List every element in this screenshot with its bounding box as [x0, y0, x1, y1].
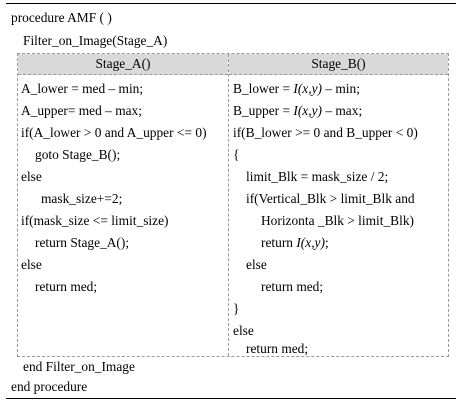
end-filter: end Filter_on_Image	[23, 359, 135, 374]
stage-b-line: return med;	[246, 341, 309, 356]
stage-b-line: return med;	[261, 279, 324, 294]
stage-a-line: A_upper= med – max;	[21, 103, 142, 118]
stage-table: Stage_A() Stage_B() A_lower = med – min;…	[17, 53, 449, 357]
stage-b-line: if(B_lower >= 0 and B_upper < 0)	[233, 125, 418, 140]
stage-a-header: Stage_A()	[18, 54, 228, 75]
stage-b-line: Horizonta _Blk > limit_Blk)	[261, 213, 414, 228]
stage-b-line: }	[233, 301, 240, 316]
stage-a-line: goto Stage_B();	[35, 147, 121, 162]
stage-a-line: if(mask_size <= limit_size)	[21, 213, 169, 228]
stage-a-line: else	[21, 169, 42, 184]
stage-a-line: else	[21, 257, 42, 272]
algorithm-box: procedure AMF ( ) Filter_on_Image(Stage_…	[6, 3, 456, 399]
stage-a-line: mask_size+=2;	[41, 191, 123, 206]
stage-a-line: return med;	[35, 279, 98, 294]
filter-call: Filter_on_Image(Stage_A)	[23, 33, 168, 48]
stage-b-line: if(Vertical_Blk > limit_Blk and	[246, 191, 415, 206]
stage-b-line: else	[246, 257, 267, 272]
stage-b-line: limit_Blk = mask_size / 2;	[246, 169, 389, 184]
stage-b-line: B_lower = I(x,y) – min;	[233, 81, 360, 96]
stage-a-line: if(A_lower > 0 and A_upper <= 0)	[21, 125, 207, 140]
stage-b-header: Stage_B()	[229, 54, 448, 75]
stage-b-line: {	[233, 147, 240, 162]
end-procedure: end procedure	[11, 379, 88, 394]
procedure-header: procedure AMF ( )	[11, 10, 112, 25]
stage-b-line: return I(x,y);	[261, 235, 329, 250]
column-divider	[228, 54, 229, 356]
stage-b-line: else	[233, 323, 254, 338]
stage-a-line: return Stage_A();	[35, 235, 130, 250]
stage-b-line: B_upper = I(x,y) – max;	[233, 103, 363, 118]
stage-a-line: A_lower = med – min;	[21, 81, 144, 96]
